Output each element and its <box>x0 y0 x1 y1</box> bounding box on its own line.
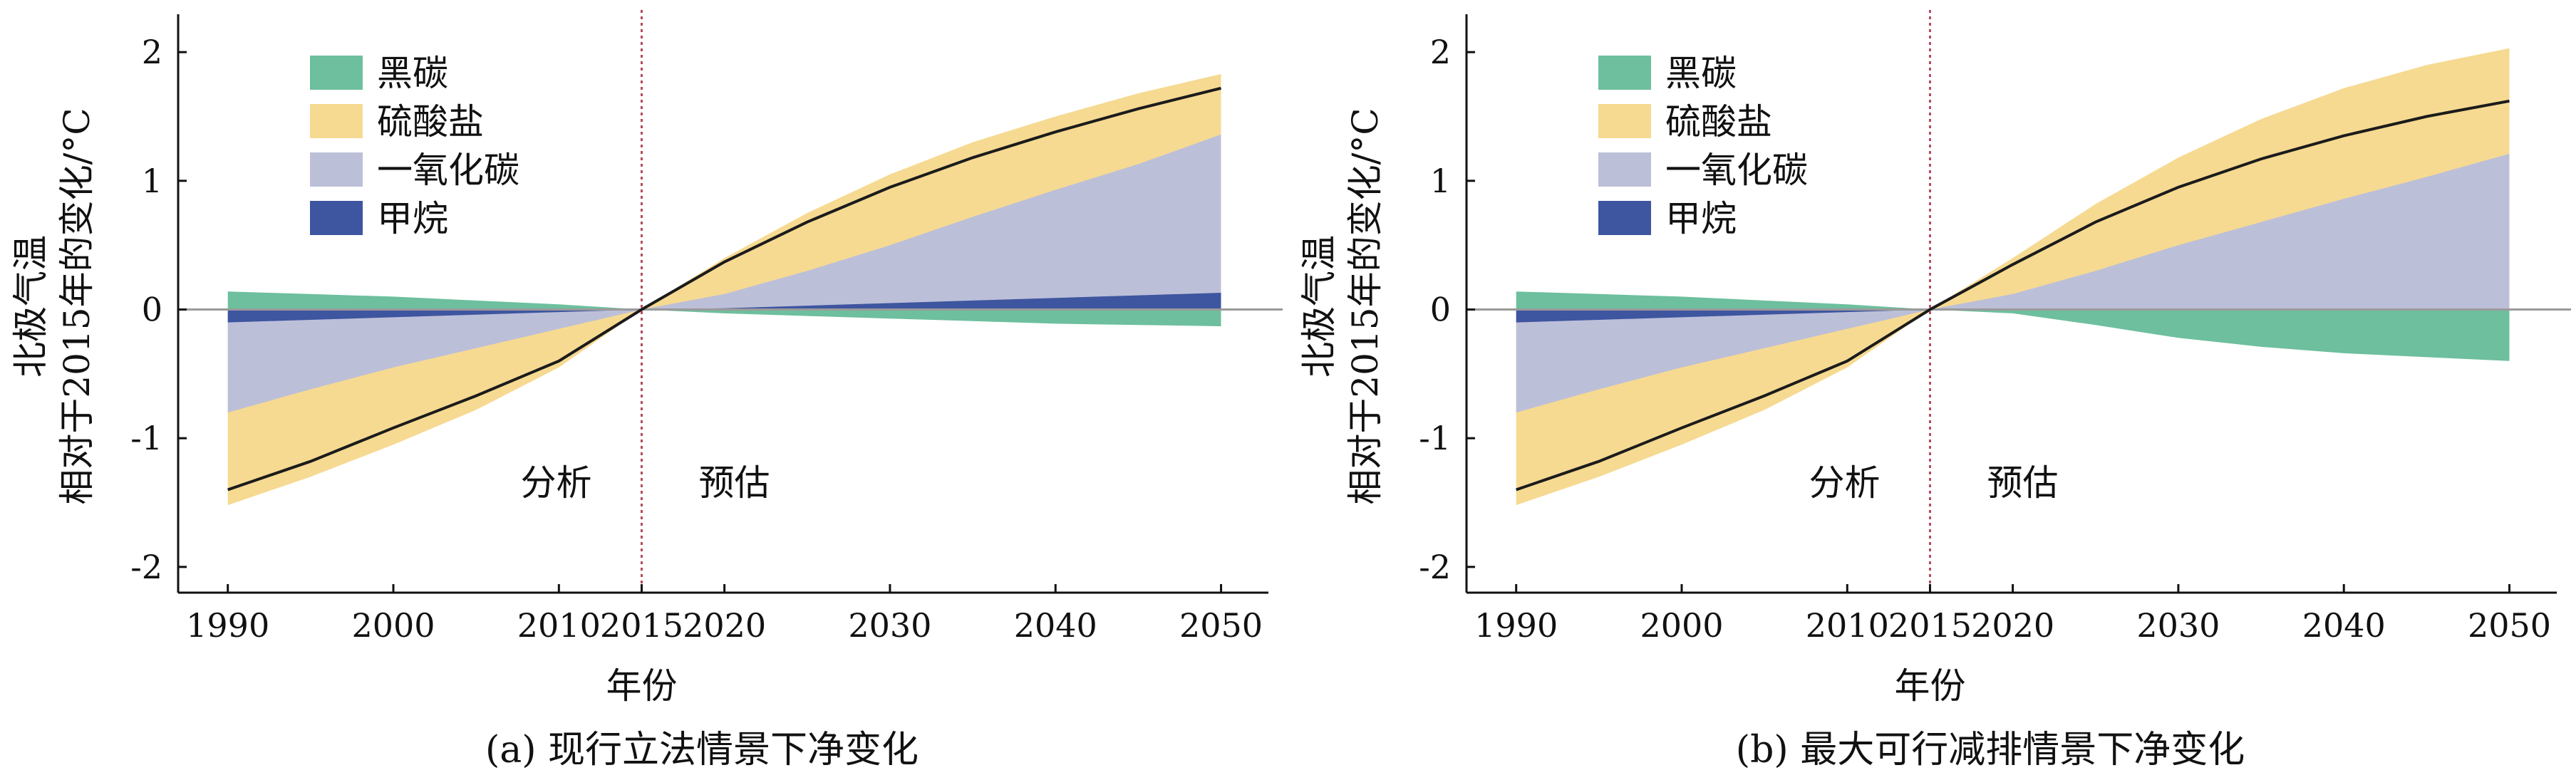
region-label-projection-b: 预估 <box>1987 462 2058 504</box>
y-tick-label-a: 2 <box>142 33 162 71</box>
legend-label-black-carbon-a: 黑碳 <box>377 53 448 94</box>
x-tick-label-a: 2030 <box>848 606 931 645</box>
chart-panel-b: -2 -1 0 1 2 1990 2000 2010 2015 2020 2030 2040 2050 北… <box>1288 0 2576 780</box>
legend-label-sulfate-b: 硫酸盐 <box>1665 101 1772 142</box>
sulfate-band-b <box>1516 48 2510 506</box>
legend-label-methane-b: 甲烷 <box>1665 198 1737 239</box>
y-axis-label-line2-b: 相对于2015年的变化/°C <box>1345 108 1386 504</box>
x-tick-label-a: 2040 <box>1014 606 1097 645</box>
x-tick-label-a: 2050 <box>1179 606 1263 645</box>
chart-panel-a: -2 -1 0 1 2 1990 2000 2010 2015 2020 2030 2040 2050 北… <box>10 10 1283 771</box>
legend-swatch-black-carbon-b <box>1598 56 1651 90</box>
x-axis-label-a: 年份 <box>606 665 677 707</box>
legend-label-methane-a: 甲烷 <box>377 198 448 239</box>
x-tick-label-b: 2040 <box>2302 606 2386 645</box>
carbon-monoxide-band-a <box>227 134 1221 413</box>
chart-a-svg: -2 -1 0 1 2 1990 2000 2010 2015 2020 2030 2040 2050 北… <box>10 10 1283 771</box>
region-label-projection-a: 预估 <box>698 462 770 504</box>
methane-band-a <box>227 293 1221 323</box>
legend-swatch-methane-b <box>1598 201 1651 235</box>
y-tick-label-b: 2 <box>1430 33 1451 71</box>
legend-label-carbon-monoxide-b: 一氧化碳 <box>1665 150 1808 191</box>
y-tick-label-a: 0 <box>142 291 162 329</box>
x-tick-label-b: 2000 <box>1640 606 1723 645</box>
region-label-analysis-b: 分析 <box>1809 462 1880 504</box>
x-tick-label-b: 2050 <box>2468 606 2551 645</box>
sulfate-band-a <box>227 73 1221 506</box>
black-carbon-band-a <box>227 291 1221 326</box>
methane-band-b <box>1516 309 2510 323</box>
legend-swatch-sulfate-b <box>1598 104 1651 138</box>
x-tick-label-a: 2000 <box>351 606 435 645</box>
y-tick-label-a: 1 <box>142 162 162 200</box>
legend-swatch-carbon-monoxide-b <box>1598 152 1651 187</box>
region-label-analysis-a: 分析 <box>520 462 591 504</box>
legend-label-sulfate-a: 硫酸盐 <box>377 101 484 142</box>
x-tick-label-b: 2030 <box>2136 606 2220 645</box>
x-tick-label-a: 2010 <box>517 606 601 645</box>
legend-label-black-carbon-b: 黑碳 <box>1665 53 1737 94</box>
panel-caption-b: (b) 最大可行减排情景下净变化 <box>1736 729 2245 771</box>
legend-label-carbon-monoxide-a: 一氧化碳 <box>377 150 519 191</box>
legend-swatch-methane-a <box>310 201 363 235</box>
y-tick-label-b: -2 <box>1419 548 1451 586</box>
x-tick-label-a: 2020 <box>683 606 766 645</box>
y-tick-label-b: -1 <box>1419 419 1451 457</box>
x-tick-label-a: 1990 <box>186 606 269 645</box>
x-tick-label-b: 2020 <box>1971 606 2054 645</box>
panel-caption-a: (a) 现行立法情景下净变化 <box>485 729 919 771</box>
x-tick-label-b: 1990 <box>1474 606 1558 645</box>
y-tick-label-a: -2 <box>130 548 162 586</box>
chart-b-svg: -2 -1 0 1 2 1990 2000 2010 2015 2020 2030 2040 2050 北… <box>1298 10 2571 771</box>
legend-swatch-carbon-monoxide-a <box>310 152 363 187</box>
y-axis-label-line1-a: 北极气温 <box>10 235 51 378</box>
y-tick-label-b: 1 <box>1430 162 1451 200</box>
x-tick-label-b: 2015 <box>1888 606 1972 645</box>
x-tick-label-a: 2015 <box>600 606 683 645</box>
net-change-line-b <box>1516 99 2510 492</box>
x-tick-label-b: 2010 <box>1806 606 1889 645</box>
legend-swatch-black-carbon-a <box>310 56 363 90</box>
y-tick-label-a: -1 <box>130 419 162 457</box>
carbon-monoxide-band-b <box>1516 153 2510 413</box>
y-axis-label-line2-a: 相对于2015年的变化/°C <box>56 108 98 504</box>
y-axis-label-line1-b: 北极气温 <box>1298 235 1340 378</box>
y-tick-label-b: 0 <box>1430 291 1451 329</box>
x-axis-label-b: 年份 <box>1894 665 1965 707</box>
net-change-line-a <box>227 86 1221 492</box>
legend-swatch-sulfate-a <box>310 104 363 138</box>
